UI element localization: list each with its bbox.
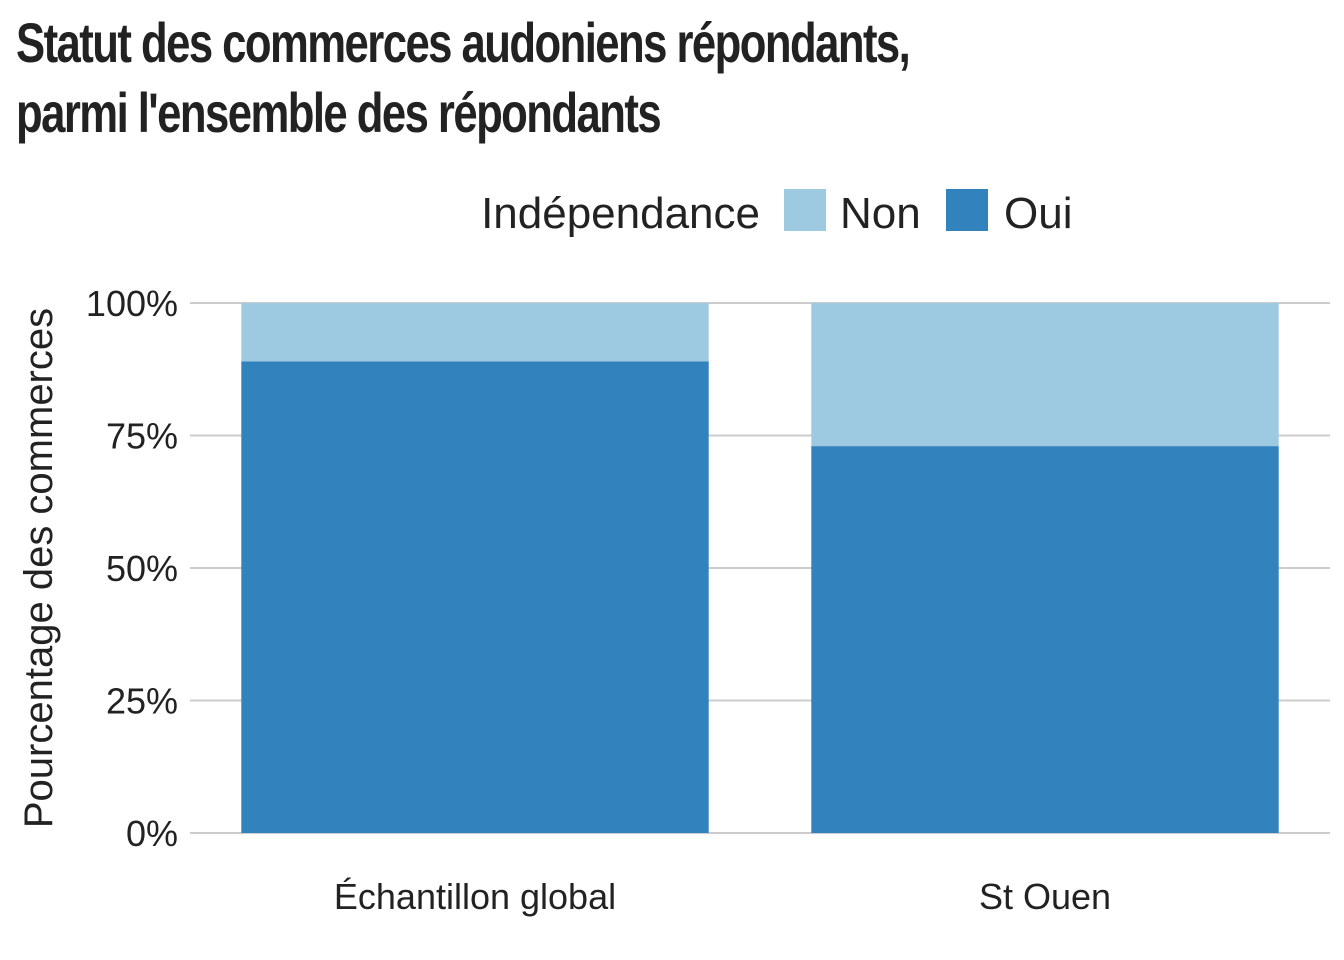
x-tick-label-1: St Ouen — [979, 876, 1111, 917]
legend-swatch-non — [784, 189, 826, 231]
y-axis-ticks: 0% 25% 50% 75% 100% — [86, 283, 178, 854]
bar-oui-0 — [241, 361, 709, 833]
bar-non-1 — [811, 303, 1279, 447]
y-axis-title: Pourcentage des commerces — [17, 308, 61, 828]
x-tick-label-0: Échantillon global — [334, 876, 616, 917]
y-tick-label-0: 0% — [126, 813, 178, 854]
x-axis-ticks: Échantillon global St Ouen — [334, 876, 1111, 917]
y-tick-label-100: 100% — [86, 283, 178, 324]
y-tick-label-25: 25% — [106, 681, 178, 722]
bars — [241, 303, 1279, 833]
legend-label-oui: Oui — [1004, 189, 1072, 238]
legend-label-non: Non — [840, 189, 921, 238]
chart-title-line-1: Statut des commerces audoniens répondant… — [16, 11, 911, 74]
bar-oui-1 — [811, 446, 1279, 833]
legend-swatch-oui — [946, 189, 988, 231]
legend-title: Indépendance — [481, 189, 760, 238]
y-tick-label-75: 75% — [106, 416, 178, 457]
legend: Indépendance Non Oui — [481, 189, 1072, 238]
y-tick-label-50: 50% — [106, 548, 178, 589]
chart-title-line-2: parmi l'ensemble des répondants — [16, 81, 662, 144]
bar-non-0 — [241, 303, 709, 362]
chart-title: Statut des commerces audoniens répondant… — [16, 8, 911, 148]
